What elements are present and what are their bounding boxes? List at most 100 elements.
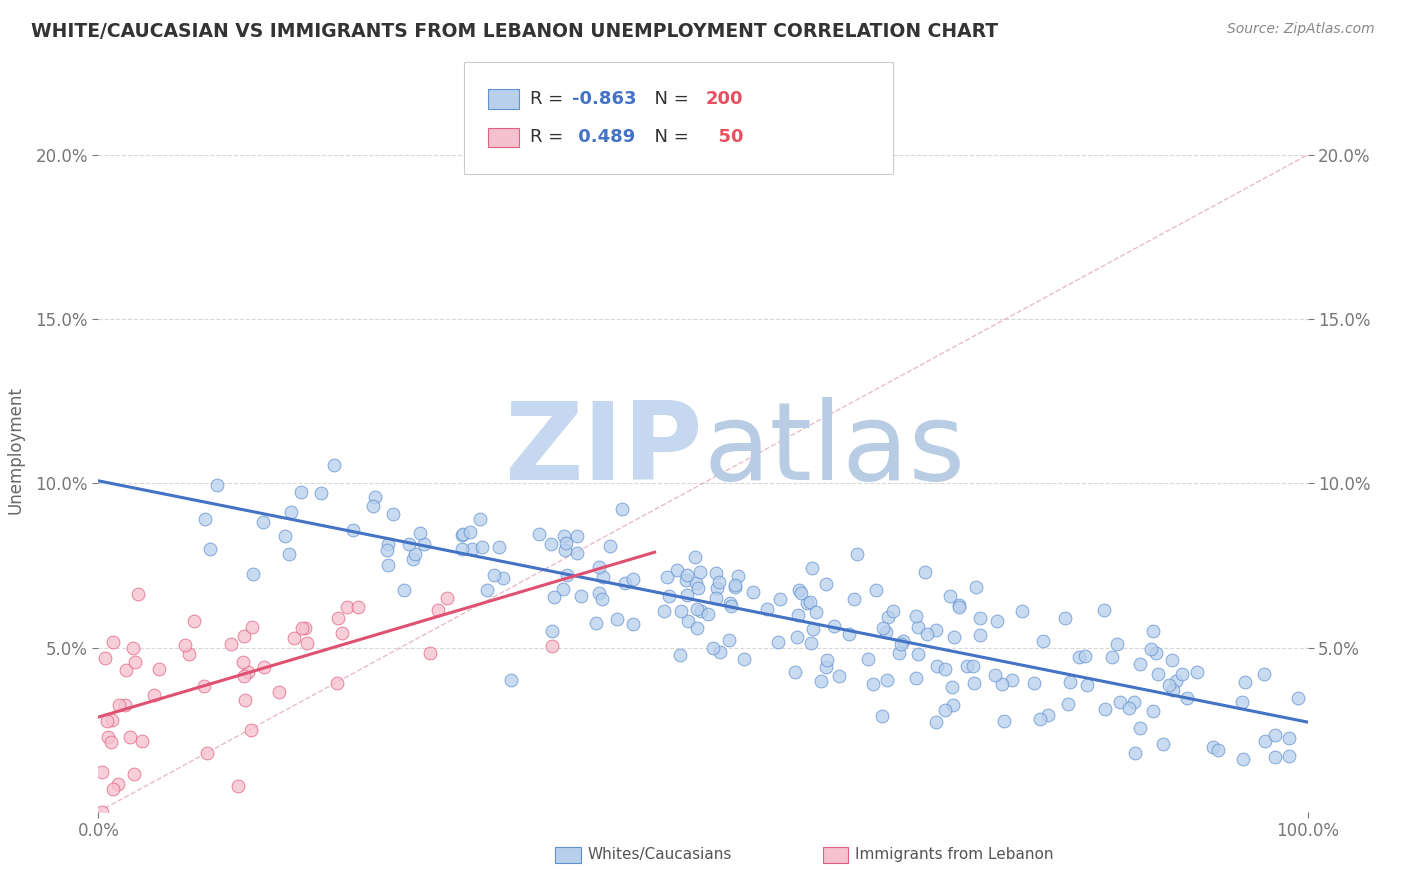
Point [458, 525, 481, 540]
Point [814, 577, 837, 591]
Point [984, 668, 1007, 682]
Point [986, 615, 1008, 629]
Point [453, 526, 475, 541]
Point [804, 605, 827, 619]
Point [541, 624, 564, 638]
Point [887, 646, 910, 660]
Point [875, 625, 897, 640]
Point [882, 603, 904, 617]
Point [610, 502, 633, 516]
Point [488, 541, 510, 555]
Point [948, 599, 970, 614]
Point [219, 637, 242, 651]
Point [938, 589, 960, 603]
Point [1159, 678, 1181, 692]
Point [768, 634, 790, 648]
Point [801, 561, 824, 575]
Text: WHITE/CAUCASIAN VS IMMIGRANTS FROM LEBANON UNEMPLOYMENT CORRELATION CHART: WHITE/CAUCASIAN VS IMMIGRANTS FROM LEBAN… [31, 22, 998, 41]
Point [100, 735, 122, 749]
Point [290, 485, 312, 500]
Point [1101, 650, 1123, 665]
Point [427, 603, 450, 617]
Point [1001, 673, 1024, 687]
Point [917, 627, 939, 641]
Point [588, 586, 610, 600]
Point [1152, 737, 1174, 751]
Point [942, 698, 965, 713]
Text: 0.489: 0.489 [572, 128, 636, 146]
Point [591, 592, 613, 607]
Point [702, 640, 724, 655]
Point [1125, 746, 1147, 760]
Point [1206, 743, 1229, 757]
Point [658, 589, 681, 603]
Point [127, 587, 149, 601]
Point [377, 558, 399, 573]
Point [554, 542, 576, 557]
Point [1094, 702, 1116, 716]
Point [240, 620, 263, 634]
Point [686, 621, 709, 635]
Point [232, 655, 254, 669]
Text: Immigrants from Lebanon: Immigrants from Lebanon [855, 847, 1053, 862]
Point [1161, 653, 1184, 667]
Point [567, 547, 589, 561]
Point [1164, 673, 1187, 688]
Point [205, 478, 228, 492]
Point [101, 713, 124, 727]
Point [1022, 676, 1045, 690]
Point [381, 507, 404, 521]
Point [1286, 691, 1309, 706]
Point [451, 528, 474, 542]
Point [1105, 636, 1128, 650]
Point [97, 730, 120, 744]
Text: ZIP: ZIP [505, 398, 703, 503]
Point [704, 566, 727, 581]
Point [956, 658, 979, 673]
Point [94, 650, 117, 665]
Point [965, 580, 987, 594]
Point [553, 582, 575, 596]
Point [142, 689, 165, 703]
Point [484, 567, 506, 582]
Point [236, 665, 259, 679]
Point [108, 698, 131, 713]
Point [1232, 752, 1254, 766]
Point [323, 458, 346, 472]
Point [657, 570, 679, 584]
Point [1171, 666, 1194, 681]
Point [1029, 712, 1052, 726]
Text: Source: ZipAtlas.com: Source: ZipAtlas.com [1227, 22, 1375, 37]
Point [1161, 682, 1184, 697]
Point [120, 731, 142, 745]
Point [541, 639, 564, 653]
Point [801, 623, 824, 637]
Point [198, 541, 221, 556]
Point [375, 543, 398, 558]
Point [1202, 739, 1225, 754]
Point [1175, 691, 1198, 706]
Point [1129, 657, 1152, 671]
Point [419, 646, 441, 660]
Point [718, 596, 741, 610]
Point [683, 549, 706, 564]
Point [114, 698, 136, 713]
Point [685, 576, 707, 591]
Point [96, 714, 118, 728]
Point [124, 767, 146, 781]
Point [823, 618, 845, 632]
Point [233, 693, 256, 707]
Point [1074, 649, 1097, 664]
Point [193, 679, 215, 693]
Point [786, 630, 808, 644]
Point [686, 602, 709, 616]
Point [585, 615, 607, 630]
Point [1109, 695, 1132, 709]
Point [330, 626, 353, 640]
Point [1264, 728, 1286, 742]
Point [131, 733, 153, 747]
Point [890, 637, 912, 651]
Point [101, 635, 124, 649]
Point [741, 585, 763, 599]
Point [226, 780, 249, 794]
